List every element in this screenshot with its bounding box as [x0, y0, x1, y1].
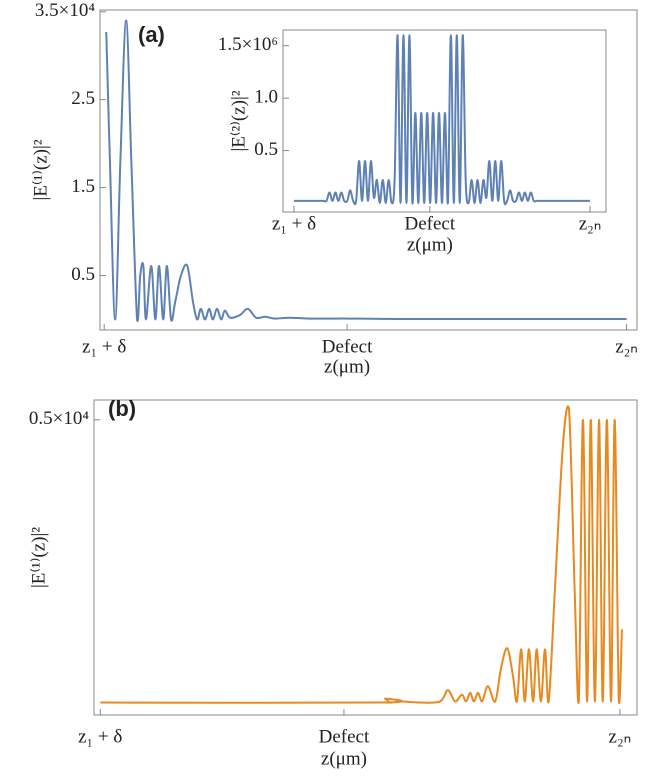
- y-tick-label: 1.5: [71, 176, 95, 197]
- x-tick-label: Defect: [322, 336, 373, 357]
- panel-label: (b): [108, 396, 136, 421]
- y-tick-label: 0.5×10⁴: [29, 408, 89, 429]
- y-tick-label: 0.5: [254, 139, 278, 160]
- curve: [293, 34, 591, 206]
- y-tick-label: 1.0: [254, 87, 278, 108]
- y-tick-label: 2.5: [71, 88, 95, 109]
- y-tick-label: 0.5: [71, 264, 95, 285]
- y-tick-label: 1.5×10⁶: [218, 34, 278, 55]
- x-tick-label: z₁ + δ: [78, 726, 122, 747]
- panel-label: (a): [138, 22, 165, 47]
- x-tick-label: Defect: [319, 726, 370, 747]
- y-axis-label: |E⁽²⁾(z)|²: [228, 90, 249, 151]
- x-tick-label: Defect: [405, 213, 456, 234]
- x-tick-label: z₂ₙ: [615, 336, 638, 357]
- y-axis-label: |E⁽¹⁾(z)|²: [28, 527, 49, 588]
- curve: [105, 19, 627, 323]
- curve: [100, 405, 623, 705]
- x-axis-label: z(μm): [324, 356, 370, 377]
- y-axis-label: |E⁽¹⁾(z)|²: [30, 139, 51, 200]
- x-tick-label: z₁ + δ: [82, 336, 126, 357]
- x-axis-label: z(μm): [321, 748, 367, 769]
- plot-frame: [93, 399, 638, 716]
- x-tick-label: z₂ₙ: [579, 213, 602, 234]
- y-tick-label: 3.5×10⁴: [35, 0, 95, 21]
- x-tick-label: z₂ₙ: [609, 726, 632, 747]
- x-tick-label: z₁ + δ: [272, 213, 316, 234]
- x-axis-label: z(μm): [407, 234, 453, 255]
